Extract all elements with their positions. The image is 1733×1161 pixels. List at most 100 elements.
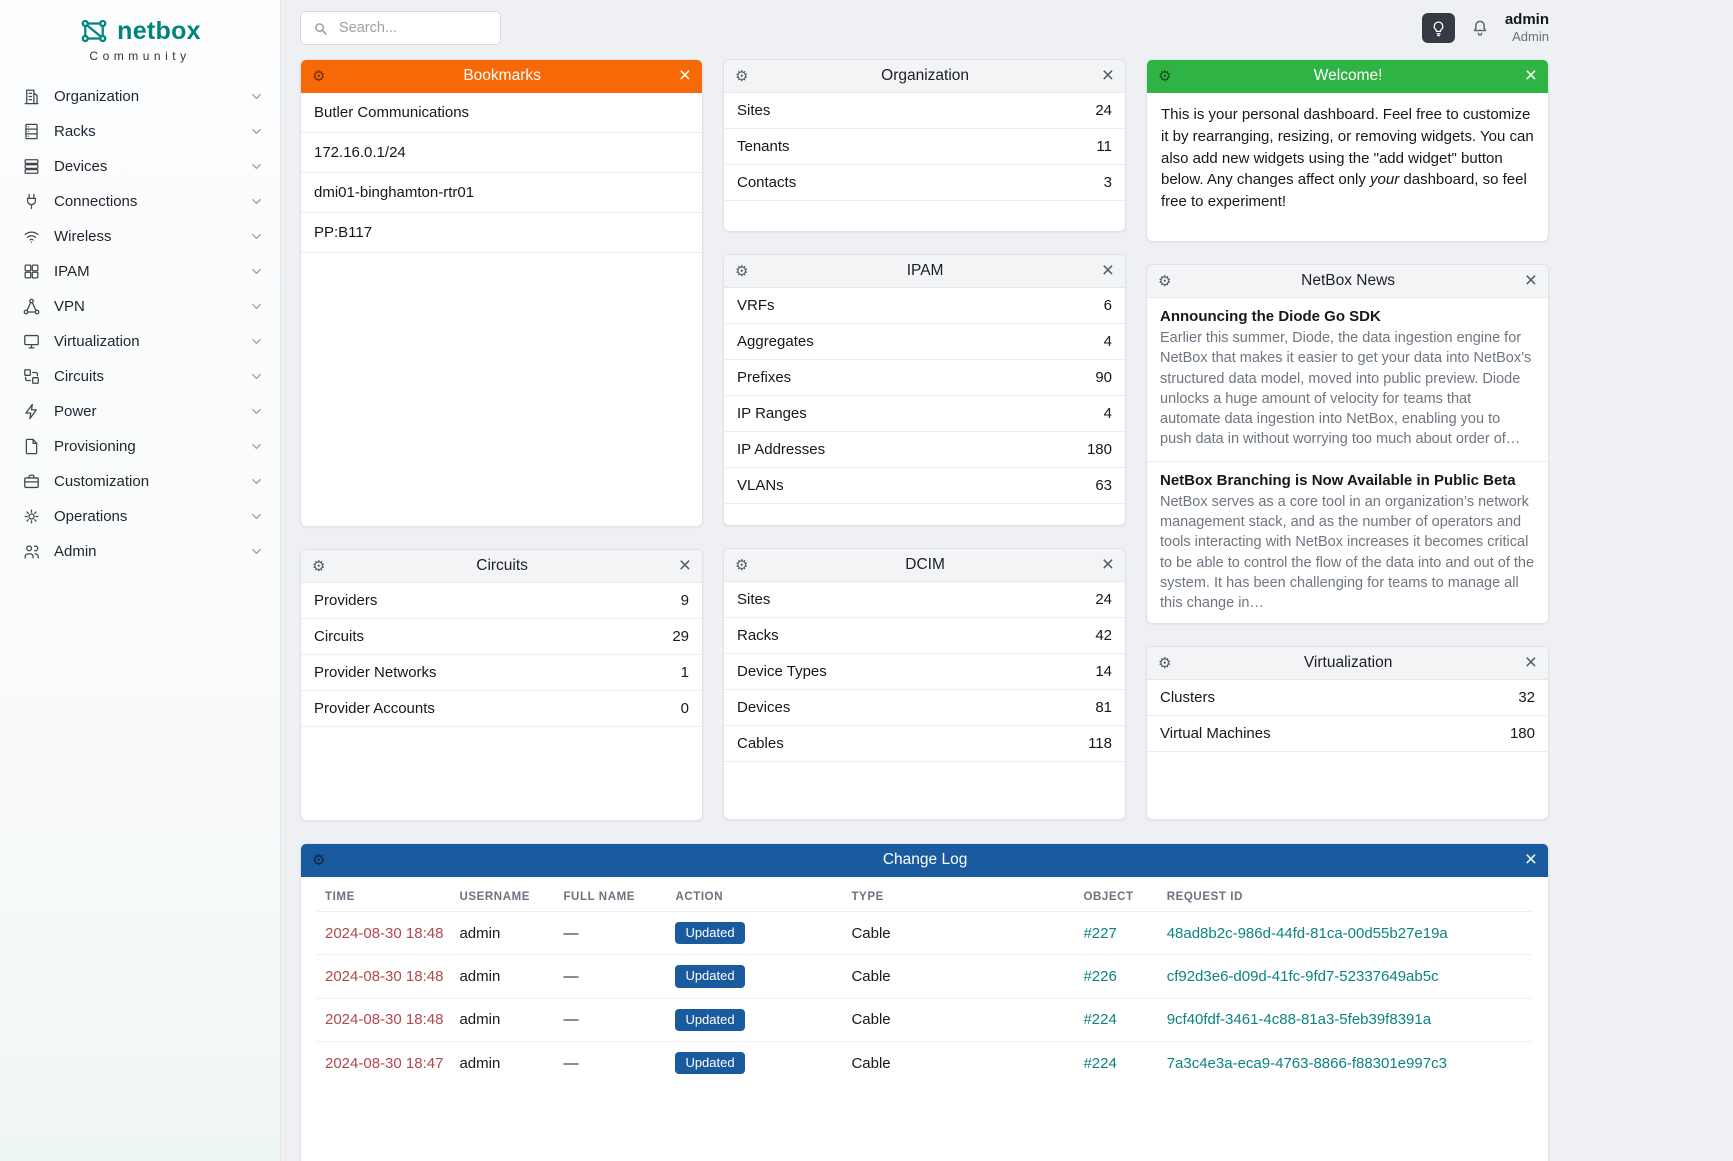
sidebar-item-organization[interactable]: Organization bbox=[0, 79, 280, 114]
changelog-request-id-link[interactable]: 9cf40fdf-3461-4c88-81a3-5feb39f8391a bbox=[1166, 1011, 1432, 1029]
vpn-icon bbox=[22, 297, 41, 316]
stat-value: 3 bbox=[1103, 174, 1112, 191]
stat-row: Virtual Machines 180 bbox=[1147, 716, 1548, 752]
dcim-widget: ⚙ DCIM × Sites 24 Racks bbox=[723, 548, 1126, 820]
stat-label: Virtual Machines bbox=[1160, 725, 1271, 742]
building-icon bbox=[22, 87, 41, 106]
sidebar-item-devices[interactable]: Devices bbox=[0, 149, 280, 184]
sidebar-item-virtualization[interactable]: Virtualization bbox=[0, 324, 280, 359]
gear-icon[interactable]: ⚙ bbox=[312, 851, 326, 869]
chevron-down-icon bbox=[249, 264, 264, 279]
changelog-object-link[interactable]: #227 bbox=[1083, 924, 1117, 942]
brand[interactable]: netbox Community bbox=[0, 10, 280, 79]
customization-icon bbox=[22, 472, 41, 491]
changelog-time-link[interactable]: 2024-08-30 18:48 bbox=[325, 967, 444, 985]
sidebar-item-customization[interactable]: Customization bbox=[0, 464, 280, 499]
changelog-request-id-link[interactable]: cf92d3e6-d09d-41fc-9fd7-52337649ab5c bbox=[1166, 967, 1439, 985]
close-icon[interactable]: × bbox=[678, 553, 691, 577]
stat-label: Clusters bbox=[1160, 689, 1216, 706]
changelog-request-id-link[interactable]: 7a3c4e3a-eca9-4763-8866-f88301e997c3 bbox=[1166, 1054, 1447, 1072]
news-item-title[interactable]: NetBox Branching is Now Available in Pub… bbox=[1160, 471, 1516, 489]
dashboard-column-1: ⚙ Bookmarks × Butler Communications 172. bbox=[300, 59, 703, 821]
theme-toggle-button[interactable] bbox=[1421, 13, 1455, 43]
sidebar-item-vpn[interactable]: VPN bbox=[0, 289, 280, 324]
sidebar-item-circuits[interactable]: Circuits bbox=[0, 359, 280, 394]
bookmark-butler-communications[interactable]: Butler Communications bbox=[301, 93, 702, 133]
user-menu[interactable]: admin Admin bbox=[1505, 11, 1549, 45]
changelog-row: 2024-08-30 18:48 admin — Updated Cable #… bbox=[317, 910, 1532, 955]
sidebar-item-provisioning[interactable]: Provisioning bbox=[0, 429, 280, 464]
close-icon[interactable]: × bbox=[1101, 552, 1114, 576]
changelog-row: 2024-08-30 18:47 admin — Updated Cable #… bbox=[317, 1040, 1532, 1085]
action-badge: Updated bbox=[675, 965, 745, 988]
sidebar-item-connections[interactable]: Connections bbox=[0, 184, 280, 219]
stat-row: VLANs 63 bbox=[724, 468, 1125, 504]
changelog-object-link[interactable]: #224 bbox=[1083, 1054, 1117, 1072]
changelog-full-name: — bbox=[555, 910, 668, 955]
circuits-stats: Providers 9 Circuits 29 Provider Network… bbox=[301, 583, 702, 820]
changelog-object-link[interactable]: #224 bbox=[1083, 1011, 1117, 1029]
bookmarks-list: Butler Communications 172.16.0.1/24 dmi0… bbox=[301, 93, 702, 526]
changelog-time-link[interactable]: 2024-08-30 18:47 bbox=[325, 1054, 444, 1072]
gear-icon[interactable]: ⚙ bbox=[735, 67, 749, 85]
stat-row: Racks 42 bbox=[724, 618, 1125, 654]
stat-label: Cables bbox=[737, 735, 784, 752]
sidebar-item-label: Racks bbox=[54, 123, 96, 140]
bookmark-label: 172.16.0.1/24 bbox=[314, 144, 406, 161]
changelog-time-link[interactable]: 2024-08-30 18:48 bbox=[325, 1011, 444, 1029]
close-icon[interactable]: × bbox=[1524, 268, 1537, 292]
close-icon[interactable]: × bbox=[1101, 258, 1114, 282]
ipam-stats: VRFs 6 Aggregates 4 Prefixes 90 bbox=[724, 288, 1125, 525]
close-icon[interactable]: × bbox=[1101, 63, 1114, 87]
user-name: admin bbox=[1504, 11, 1549, 29]
widget-title: Bookmarks bbox=[463, 67, 541, 84]
gear-icon[interactable]: ⚙ bbox=[1158, 67, 1172, 85]
news-item-title[interactable]: Announcing the Diode Go SDK bbox=[1160, 308, 1381, 325]
changelog-column-header: OBJECT bbox=[1083, 891, 1134, 903]
chevron-down-icon bbox=[249, 194, 264, 209]
bookmark-172-16-0-1-24[interactable]: 172.16.0.1/24 bbox=[301, 133, 702, 173]
notifications-button[interactable] bbox=[1470, 18, 1490, 38]
changelog-object-link[interactable]: #226 bbox=[1083, 967, 1117, 985]
stat-value: 9 bbox=[680, 592, 689, 609]
changelog-time-link[interactable]: 2024-08-30 18:48 bbox=[325, 924, 444, 942]
bulb-icon bbox=[1430, 20, 1447, 37]
news-list: Announcing the Diode Go SDK Earlier this… bbox=[1147, 298, 1548, 623]
stat-value: 4 bbox=[1103, 333, 1112, 350]
changelog-full-name: — bbox=[555, 954, 668, 999]
close-icon[interactable]: × bbox=[678, 63, 691, 87]
stat-row: Aggregates 4 bbox=[724, 324, 1125, 360]
bookmark-pp-b117[interactable]: PP:B117 bbox=[301, 213, 702, 253]
stat-value: 14 bbox=[1095, 663, 1112, 680]
sidebar-item-label: VPN bbox=[54, 298, 85, 315]
sidebar-item-admin[interactable]: Admin bbox=[0, 534, 280, 569]
stat-label: VRFs bbox=[737, 297, 775, 314]
sidebar-item-power[interactable]: Power bbox=[0, 394, 280, 429]
gear-icon[interactable]: ⚙ bbox=[312, 67, 326, 85]
stat-row: Provider Accounts 0 bbox=[301, 691, 702, 727]
chevron-down-icon bbox=[249, 159, 264, 174]
gear-icon[interactable]: ⚙ bbox=[735, 262, 749, 280]
search-box[interactable] bbox=[300, 11, 501, 45]
sidebar-item-ipam[interactable]: IPAM bbox=[0, 254, 280, 289]
welcome-widget: ⚙ Welcome! × This is your personal dashb… bbox=[1146, 59, 1549, 242]
stat-row: IP Ranges 4 bbox=[724, 396, 1125, 432]
gear-icon[interactable]: ⚙ bbox=[312, 557, 326, 575]
sidebar-item-operations[interactable]: Operations bbox=[0, 499, 280, 534]
widget-title: Change Log bbox=[882, 851, 968, 868]
changelog-request-id-link[interactable]: 48ad8b2c-986d-44fd-81ca-00d55b27e19a bbox=[1166, 924, 1448, 942]
stat-label: IP Ranges bbox=[737, 405, 807, 422]
close-icon[interactable]: × bbox=[1524, 847, 1537, 871]
search-input[interactable] bbox=[337, 19, 488, 37]
bookmark-dmi01-binghamton-rtr01[interactable]: dmi01-binghamton-rtr01 bbox=[301, 173, 702, 213]
close-icon[interactable]: × bbox=[1524, 63, 1537, 87]
gear-icon[interactable]: ⚙ bbox=[1158, 654, 1172, 672]
organization-widget-header: ⚙ Organization × bbox=[724, 60, 1125, 93]
gear-icon[interactable]: ⚙ bbox=[1158, 272, 1172, 290]
gear-icon[interactable]: ⚙ bbox=[735, 556, 749, 574]
sidebar-item-racks[interactable]: Racks bbox=[0, 114, 280, 149]
sidebar-item-wireless[interactable]: Wireless bbox=[0, 219, 280, 254]
close-icon[interactable]: × bbox=[1524, 650, 1537, 674]
action-badge: Updated bbox=[675, 922, 745, 945]
sidebar-item-label: Customization bbox=[54, 473, 150, 490]
